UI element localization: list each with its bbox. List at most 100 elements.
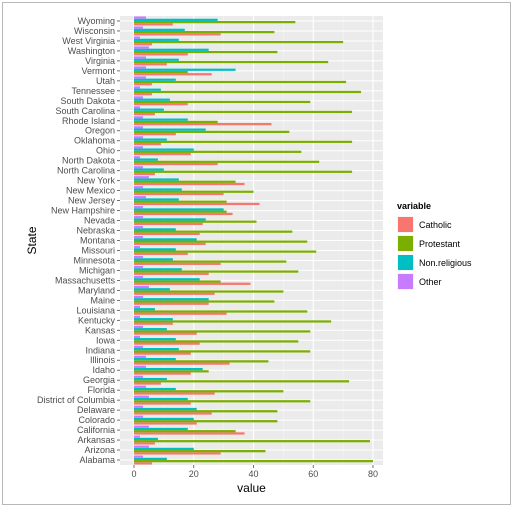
bar-protestant-north-dakota bbox=[134, 160, 320, 163]
y-tick-label: New Hampshire bbox=[51, 206, 115, 216]
bar-non-religious-district-of-columbia bbox=[134, 397, 188, 401]
legend-title: variable bbox=[397, 201, 431, 211]
bar-protestant-georgia bbox=[134, 380, 350, 383]
y-tick-label: Minnesota bbox=[73, 255, 115, 265]
y-axis-title: State bbox=[25, 226, 39, 254]
bar-other-delaware bbox=[134, 405, 143, 408]
bar-catholic-minnesota bbox=[134, 262, 221, 265]
bar-non-religious-south-carolina bbox=[134, 108, 164, 111]
bar-non-religious-kentucky bbox=[134, 318, 173, 321]
y-tick-label: Maryland bbox=[78, 285, 115, 295]
y-tick-label: Maine bbox=[90, 295, 115, 305]
bar-catholic-montana bbox=[134, 242, 206, 245]
bar-protestant-district-of-columbia bbox=[134, 400, 311, 403]
bar-protestant-minnesota bbox=[134, 260, 287, 263]
bar-catholic-louisiana bbox=[134, 312, 227, 315]
bar-non-religious-illinois bbox=[134, 357, 176, 361]
bar-other-south-dakota bbox=[134, 96, 143, 99]
bar-non-religious-california bbox=[134, 427, 188, 431]
bar-other-vermont bbox=[134, 66, 146, 69]
bar-catholic-alabama bbox=[134, 462, 152, 465]
y-tick-label: Wyoming bbox=[78, 16, 115, 26]
y-tick-label: Alabama bbox=[79, 455, 115, 465]
bar-non-religious-tennessee bbox=[134, 88, 161, 91]
bar-other-colorado bbox=[134, 415, 143, 418]
bar-catholic-iowa bbox=[134, 342, 200, 345]
bar-catholic-south-carolina bbox=[134, 113, 155, 116]
y-tick-label: Tennessee bbox=[71, 86, 115, 96]
bar-other-rhode-island bbox=[134, 116, 143, 119]
y-tick-label: Georgia bbox=[83, 375, 115, 385]
bar-protestant-delaware bbox=[134, 410, 278, 413]
y-tick-label: South Dakota bbox=[60, 96, 115, 106]
bar-non-religious-new-mexico bbox=[134, 188, 182, 191]
bar-protestant-idaho bbox=[134, 370, 209, 373]
bar-catholic-maine bbox=[134, 302, 209, 305]
bar-protestant-montana bbox=[134, 240, 308, 243]
bar-protestant-wisconsin bbox=[134, 30, 275, 34]
legend-swatch-protestant bbox=[398, 236, 413, 251]
bar-protestant-washington bbox=[134, 50, 278, 54]
bar-non-religious-rhode-island bbox=[134, 118, 188, 121]
y-tick-label: North Carolina bbox=[57, 166, 115, 176]
bar-catholic-nebraska bbox=[134, 232, 200, 236]
bar-non-religious-louisiana bbox=[134, 308, 155, 311]
bar-other-kansas bbox=[134, 325, 143, 329]
bar-other-north-dakota bbox=[134, 156, 140, 159]
y-tick-label: Indiana bbox=[85, 345, 115, 355]
bar-non-religious-arkansas bbox=[134, 437, 158, 441]
bar-non-religious-idaho bbox=[134, 367, 203, 371]
y-tick-label: Louisiana bbox=[76, 305, 115, 315]
legend-swatch-other bbox=[398, 274, 413, 289]
bar-catholic-north-dakota bbox=[134, 162, 218, 166]
y-tick-label: New York bbox=[77, 176, 116, 186]
bar-catholic-south-dakota bbox=[134, 103, 188, 106]
bar-catholic-north-carolina bbox=[134, 172, 155, 176]
x-tick-label: 80 bbox=[368, 469, 378, 479]
y-tick-label: Nevada bbox=[84, 216, 115, 226]
bar-catholic-district-of-columbia bbox=[134, 402, 191, 405]
bar-catholic-maryland bbox=[134, 292, 215, 295]
x-tick-label: 60 bbox=[308, 469, 318, 479]
bar-catholic-west-virginia bbox=[134, 43, 152, 46]
bar-protestant-south-dakota bbox=[134, 100, 311, 104]
bar-other-illinois bbox=[134, 355, 146, 358]
bar-other-new-jersey bbox=[134, 196, 146, 199]
bar-other-indiana bbox=[134, 345, 143, 349]
bar-other-district-of-columbia bbox=[134, 395, 149, 398]
bar-other-iowa bbox=[134, 335, 140, 339]
bar-non-religious-washington bbox=[134, 48, 209, 51]
legend-label-other: Other bbox=[419, 277, 442, 287]
x-axis-title: value bbox=[237, 481, 266, 495]
bar-protestant-wyoming bbox=[134, 20, 296, 24]
x-tick-label: 40 bbox=[248, 469, 258, 479]
bar-protestant-new-jersey bbox=[134, 200, 227, 203]
bar-catholic-georgia bbox=[134, 382, 161, 385]
bar-other-alabama bbox=[134, 455, 143, 458]
bar-other-wyoming bbox=[134, 16, 146, 19]
bar-other-tennessee bbox=[134, 86, 140, 89]
bar-protestant-virginia bbox=[134, 60, 329, 64]
y-tick-label: Colorado bbox=[78, 415, 115, 425]
chart-frame bbox=[2, 2, 511, 505]
bar-protestant-new-mexico bbox=[134, 190, 254, 193]
bar-other-west-virginia bbox=[134, 36, 140, 39]
y-tick-label: Michigan bbox=[79, 265, 115, 275]
bar-non-religious-alabama bbox=[134, 457, 167, 461]
y-tick-label: Idaho bbox=[92, 365, 115, 375]
bar-protestant-missouri bbox=[134, 250, 317, 253]
y-tick-label: Utah bbox=[96, 76, 115, 86]
bar-catholic-kentucky bbox=[134, 322, 173, 325]
bar-catholic-vermont bbox=[134, 73, 212, 76]
bar-catholic-arizona bbox=[134, 452, 221, 455]
bar-non-religious-south-dakota bbox=[134, 98, 170, 101]
legend-label-non-religious: Non.religious bbox=[419, 258, 472, 268]
y-tick-label: Illinois bbox=[90, 355, 116, 365]
bar-catholic-kansas bbox=[134, 332, 197, 335]
y-tick-label: Delaware bbox=[77, 405, 115, 415]
bar-other-california bbox=[134, 425, 149, 428]
bar-other-arizona bbox=[134, 445, 149, 448]
bar-protestant-maine bbox=[134, 300, 275, 303]
bar-non-religious-north-dakota bbox=[134, 158, 158, 161]
bar-other-new-mexico bbox=[134, 186, 143, 189]
